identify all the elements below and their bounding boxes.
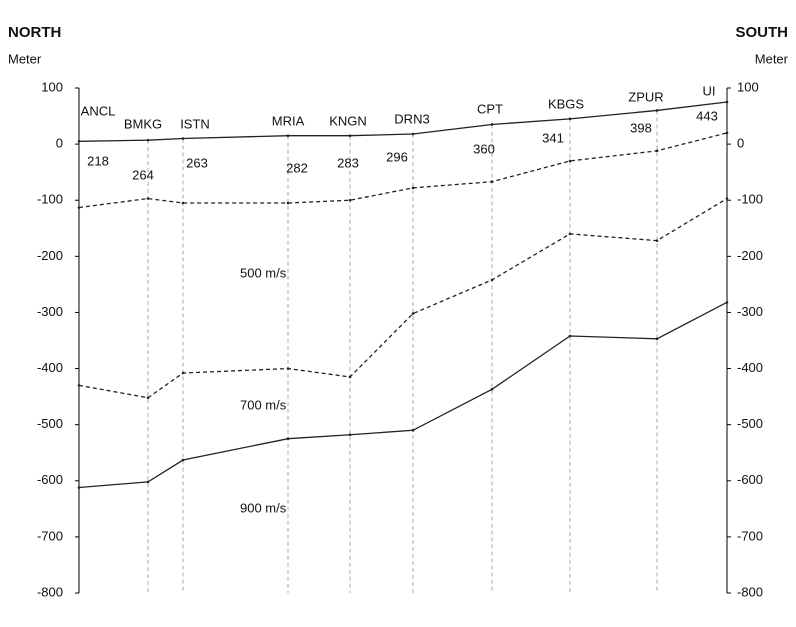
station-name: ANCL bbox=[81, 103, 116, 118]
series-line bbox=[78, 301, 728, 489]
station-name: BMKG bbox=[124, 116, 162, 131]
vertex bbox=[286, 134, 290, 137]
vertex bbox=[181, 201, 185, 205]
vertex bbox=[490, 388, 494, 391]
vertex bbox=[411, 186, 415, 190]
vertex bbox=[77, 486, 81, 489]
y2-axis-label: Meter bbox=[755, 51, 789, 66]
y2-tick-label: -800 bbox=[737, 584, 763, 599]
station-value: 282 bbox=[286, 160, 308, 175]
series-line bbox=[78, 132, 728, 209]
vertex bbox=[286, 201, 290, 205]
vertex bbox=[348, 433, 352, 437]
station-value: 296 bbox=[386, 149, 408, 164]
vertex bbox=[490, 123, 494, 126]
station-value: 360 bbox=[473, 141, 495, 156]
y2-tick-label: -200 bbox=[737, 248, 763, 263]
layer-label: 500 m/s bbox=[240, 265, 287, 280]
series-line bbox=[78, 101, 728, 142]
station-name: MRIA bbox=[272, 113, 305, 128]
station-name: UI bbox=[703, 83, 716, 98]
station-name: KNGN bbox=[329, 113, 367, 128]
vertex bbox=[568, 159, 572, 163]
vertex bbox=[181, 137, 185, 140]
y2-tick-label: -400 bbox=[737, 360, 763, 375]
station-value: 283 bbox=[337, 155, 359, 170]
layer-label: 700 m/s bbox=[240, 397, 287, 412]
vertex bbox=[655, 149, 659, 153]
vertex bbox=[181, 371, 185, 375]
vertex bbox=[77, 384, 81, 387]
y-tick-label: -700 bbox=[37, 528, 63, 543]
vertex bbox=[146, 480, 150, 484]
y-tick-label: -300 bbox=[37, 304, 63, 319]
y2-tick-label: 0 bbox=[737, 136, 744, 151]
station-value: 443 bbox=[696, 108, 718, 123]
vertex bbox=[411, 132, 415, 136]
vertex bbox=[725, 197, 729, 200]
y-tick-label: -500 bbox=[37, 416, 63, 431]
station-name: KBGS bbox=[548, 96, 584, 111]
y2-tick-label: -100 bbox=[737, 192, 763, 207]
y-tick-label: -400 bbox=[37, 360, 63, 375]
y-tick-label: 0 bbox=[56, 136, 63, 151]
y2-tick-label: 100 bbox=[737, 79, 759, 94]
station-name: ISTN bbox=[180, 116, 210, 131]
station-name: CPT bbox=[477, 101, 503, 116]
station-value: 341 bbox=[542, 130, 564, 145]
series-line bbox=[78, 197, 728, 399]
station-name: DRN3 bbox=[394, 111, 429, 126]
vertex bbox=[655, 337, 659, 341]
vertex bbox=[568, 117, 572, 121]
vertex bbox=[286, 437, 290, 440]
y-tick-label: -200 bbox=[37, 248, 63, 263]
vertex bbox=[411, 428, 415, 432]
y2-tick-label: -300 bbox=[737, 304, 763, 319]
y2-tick-label: -600 bbox=[737, 472, 763, 487]
vertex bbox=[568, 232, 572, 236]
vertex bbox=[348, 198, 352, 202]
vertex bbox=[568, 334, 572, 338]
vertex bbox=[146, 197, 150, 200]
y-tick-label: 100 bbox=[41, 79, 63, 94]
vertex bbox=[181, 458, 185, 462]
vertex bbox=[77, 206, 81, 209]
y-tick-label: -600 bbox=[37, 472, 63, 487]
vertex bbox=[490, 180, 494, 184]
vertex bbox=[725, 100, 729, 104]
y-axis-label: Meter bbox=[8, 51, 42, 66]
vertex bbox=[286, 367, 290, 370]
vertex bbox=[655, 239, 659, 242]
station-value: 398 bbox=[630, 120, 652, 135]
station-value: 263 bbox=[186, 155, 208, 170]
y2-tick-label: -700 bbox=[737, 528, 763, 543]
vertex bbox=[411, 312, 415, 315]
layer-label: 900 m/s bbox=[240, 500, 287, 515]
y-tick-label: -800 bbox=[37, 584, 63, 599]
station-name: ZPUR bbox=[628, 89, 663, 104]
vertex bbox=[146, 396, 150, 400]
y2-tick-label: -500 bbox=[737, 416, 763, 431]
y-tick-label: -100 bbox=[37, 192, 63, 207]
vertex bbox=[348, 134, 352, 137]
vertex bbox=[348, 375, 352, 379]
vertex bbox=[725, 301, 729, 304]
station-value: 264 bbox=[132, 167, 154, 182]
right-title: SOUTH bbox=[736, 24, 789, 41]
vertex bbox=[655, 109, 659, 112]
vertex bbox=[725, 131, 729, 135]
vertex bbox=[146, 138, 150, 142]
station-value: 218 bbox=[87, 153, 109, 168]
vertex bbox=[77, 140, 81, 143]
left-title: NORTH bbox=[8, 24, 61, 41]
vertex bbox=[490, 278, 494, 282]
